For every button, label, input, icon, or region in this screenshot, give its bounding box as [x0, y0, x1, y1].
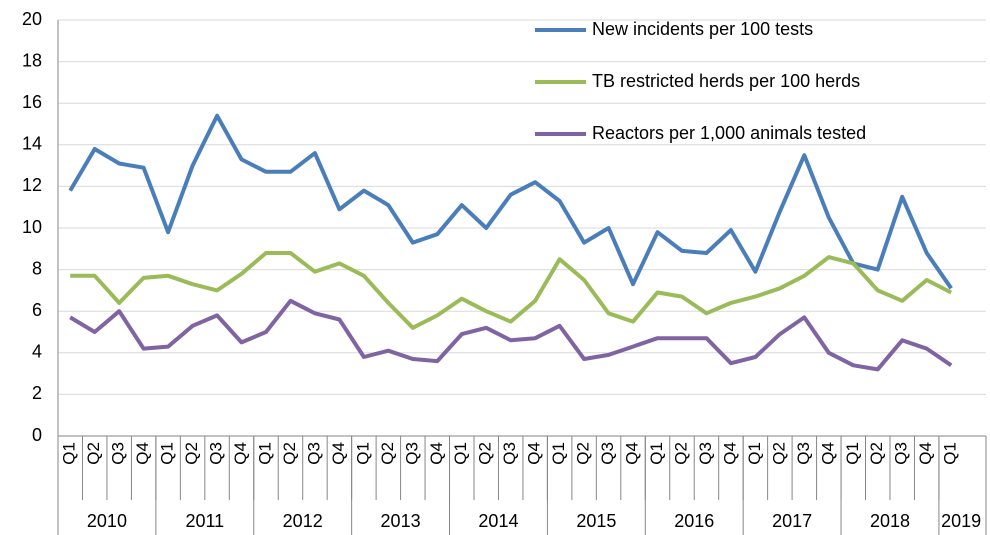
x-tick-label: Q3	[207, 442, 226, 465]
x-tick-label: Q2	[182, 442, 201, 465]
x-tick-label: Q3	[500, 442, 519, 465]
group-label: 2018	[870, 511, 910, 531]
x-tick-label: Q1	[60, 442, 79, 465]
series-line	[69, 298, 953, 372]
y-tick-label: 4	[32, 342, 42, 362]
x-tick-label: Q1	[255, 442, 274, 465]
x-tick-label: Q4	[623, 442, 642, 465]
group-label: 2015	[576, 511, 616, 531]
x-tick-label: Q2	[280, 442, 299, 465]
x-tick-label: Q4	[916, 442, 935, 465]
x-tick-label: Q4	[720, 442, 739, 465]
y-tick-label: 6	[32, 300, 42, 320]
x-tick-label: Q4	[231, 442, 250, 465]
group-label: 2019	[941, 511, 981, 531]
x-tick-label: Q4	[525, 442, 544, 465]
group-label: 2012	[283, 511, 323, 531]
x-tick-label: Q1	[353, 442, 372, 465]
y-tick-label: 12	[22, 175, 42, 195]
x-tick-label: Q1	[647, 442, 666, 465]
series-line	[70, 251, 953, 330]
x-tick-label: Q1	[451, 442, 470, 465]
x-tick-label: Q2	[574, 442, 593, 465]
y-tick-label: 20	[22, 9, 42, 29]
group-label: 2014	[478, 511, 518, 531]
y-tick-label: 2	[32, 383, 42, 403]
group-label: 2010	[87, 511, 127, 531]
x-tick-label: Q4	[427, 442, 446, 465]
legend-label: TB restricted herds per 100 herds	[592, 71, 860, 91]
x-tick-label: Q1	[843, 442, 862, 465]
x-tick-label: Q1	[745, 442, 764, 465]
y-tick-label: 8	[32, 258, 42, 278]
x-tick-label: Q2	[476, 442, 495, 465]
x-tick-label: Q3	[598, 442, 617, 465]
x-tick-label: Q2	[671, 442, 690, 465]
series-line	[68, 113, 953, 290]
x-tick-label: Q2	[84, 442, 103, 465]
y-tick-label: 14	[22, 134, 42, 154]
y-tick-label: 18	[22, 50, 42, 70]
group-label: 2013	[381, 511, 421, 531]
x-tick-label: Q4	[818, 442, 837, 465]
x-tick-label: Q1	[158, 442, 177, 465]
y-tick-label: 0	[32, 425, 42, 445]
legend-label: Reactors per 1,000 animals tested	[592, 123, 866, 143]
x-tick-label: Q1	[941, 442, 960, 465]
x-tick-label: Q3	[109, 442, 128, 465]
x-tick-label: Q4	[329, 442, 348, 465]
legend-label: New incidents per 100 tests	[592, 19, 813, 39]
x-tick-label: Q1	[549, 442, 568, 465]
x-tick-label: Q3	[402, 442, 421, 465]
group-label: 2017	[772, 511, 812, 531]
y-tick-label: 10	[22, 217, 42, 237]
group-label: 2011	[185, 511, 224, 531]
x-tick-label: Q3	[892, 442, 911, 465]
x-tick-label: Q3	[304, 442, 323, 465]
x-tick-label: Q3	[696, 442, 715, 465]
group-label: 2016	[674, 511, 714, 531]
x-tick-label: Q4	[133, 442, 152, 465]
x-tick-label: Q2	[867, 442, 886, 465]
x-tick-label: Q2	[769, 442, 788, 465]
x-tick-label: Q2	[378, 442, 397, 465]
y-tick-label: 16	[22, 92, 42, 112]
x-tick-label: Q3	[794, 442, 813, 465]
